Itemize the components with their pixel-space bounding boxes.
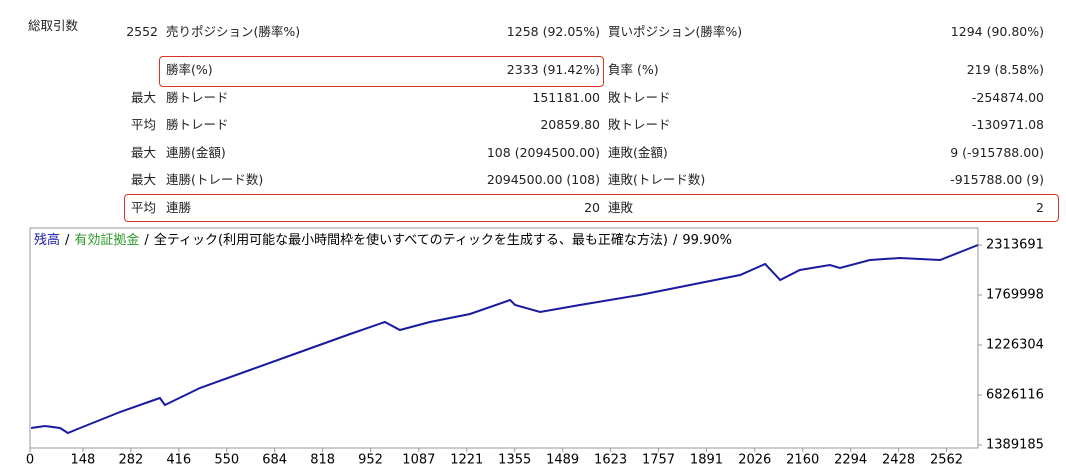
quality: 99.90% <box>682 233 732 248</box>
value: 2 <box>1036 200 1044 215</box>
field-name: 敗トレード <box>608 90 671 105</box>
x-tick-label: 1623 <box>594 453 627 468</box>
field-name: 買いポジション(勝率%) <box>608 24 743 39</box>
prefix: 最大 <box>131 145 157 160</box>
x-tick-label: 282 <box>118 453 143 468</box>
field-name: 連敗(金額) <box>608 145 668 160</box>
prefix: 平均 <box>131 200 157 215</box>
prefix: 平均 <box>131 117 157 132</box>
y-tick-label: 1769998 <box>986 287 1044 302</box>
value: -915788.00 (9) <box>950 172 1044 187</box>
field-name: 連勝(トレード数) <box>166 172 264 187</box>
field-name: 勝トレード <box>166 117 229 132</box>
x-tick-label: 148 <box>71 453 96 468</box>
model: 全ティック(利用可能な最小時間枠を使いすべてのティックを生成する、最も正確な方法… <box>154 232 668 248</box>
field-name: 連敗(トレード数) <box>608 172 706 187</box>
field-name: 連勝 <box>166 200 192 215</box>
x-tick-label: 2294 <box>834 453 867 468</box>
x-tick-label: 1489 <box>546 453 579 468</box>
x-tick-label: 684 <box>262 453 287 468</box>
x-tick-label: 2428 <box>882 453 915 468</box>
field-name: 勝トレード <box>166 90 229 105</box>
value: 2333 (91.42%) <box>506 62 600 77</box>
x-tick-label: 1757 <box>642 453 675 468</box>
legend-equity: 有効証拠金 <box>74 232 139 248</box>
value: 20859.80 <box>540 117 600 132</box>
y-tick-label: 6826116 <box>986 388 1044 403</box>
x-tick-label: 2026 <box>738 453 771 468</box>
legend: 残高 / 有効証拠金 / 全ティック(利用可能な最小時間枠を使いすべてのティックを生成す… <box>34 232 732 248</box>
field-name: 連勝(金額) <box>166 145 226 160</box>
value: 2552 <box>126 24 158 39</box>
y-tick-label: 2313691 <box>986 238 1044 253</box>
field-name: 売りポジション(勝率%) <box>166 24 301 39</box>
value: 9 (-915788.00) <box>950 145 1044 160</box>
x-tick-label: 1087 <box>402 453 435 468</box>
value: 1258 (92.05%) <box>506 24 600 39</box>
balance-line <box>30 244 979 435</box>
value: 151181.00 <box>532 90 600 105</box>
field-name: 敗トレード <box>608 117 671 132</box>
x-tick-label: 2160 <box>786 453 819 468</box>
x-tick-label: 818 <box>310 453 335 468</box>
legend-balance: 残高 <box>34 232 60 248</box>
field-name: 連敗 <box>608 200 634 215</box>
value: 108 (2094500.00) <box>486 145 600 160</box>
field-name: 勝率(%) <box>166 62 213 77</box>
x-tick-label: 416 <box>166 453 191 468</box>
value: -130971.08 <box>971 117 1044 132</box>
plot-frame <box>29 227 979 449</box>
value: 2094500.00 (108) <box>486 172 600 187</box>
prefix: 最大 <box>131 90 157 105</box>
value: 219 (8.58%) <box>966 62 1044 77</box>
x-tick-label: 2562 <box>930 453 963 468</box>
value: 20 <box>584 200 600 215</box>
highlight <box>159 56 604 87</box>
y-tick-label: 1226304 <box>986 338 1044 353</box>
value: 1294 (90.80%) <box>950 24 1044 39</box>
x-tick-label: 0 <box>26 453 34 468</box>
separator: / <box>144 233 149 248</box>
highlight <box>124 194 1059 222</box>
x-tick-label: 1891 <box>690 453 723 468</box>
row-label: 総取引数 <box>28 18 79 33</box>
x-tick-label: 550 <box>214 453 239 468</box>
x-tick-label: 952 <box>358 453 383 468</box>
separator: / <box>65 233 70 248</box>
field-name: 負率 (%) <box>608 62 659 77</box>
y-tick-label: 1389185 <box>986 438 1044 453</box>
x-tick-label: 1355 <box>498 453 531 468</box>
prefix: 最大 <box>131 172 157 187</box>
x-tick-label: 1221 <box>450 453 483 468</box>
separator: / <box>673 233 678 248</box>
value: -254874.00 <box>971 90 1044 105</box>
